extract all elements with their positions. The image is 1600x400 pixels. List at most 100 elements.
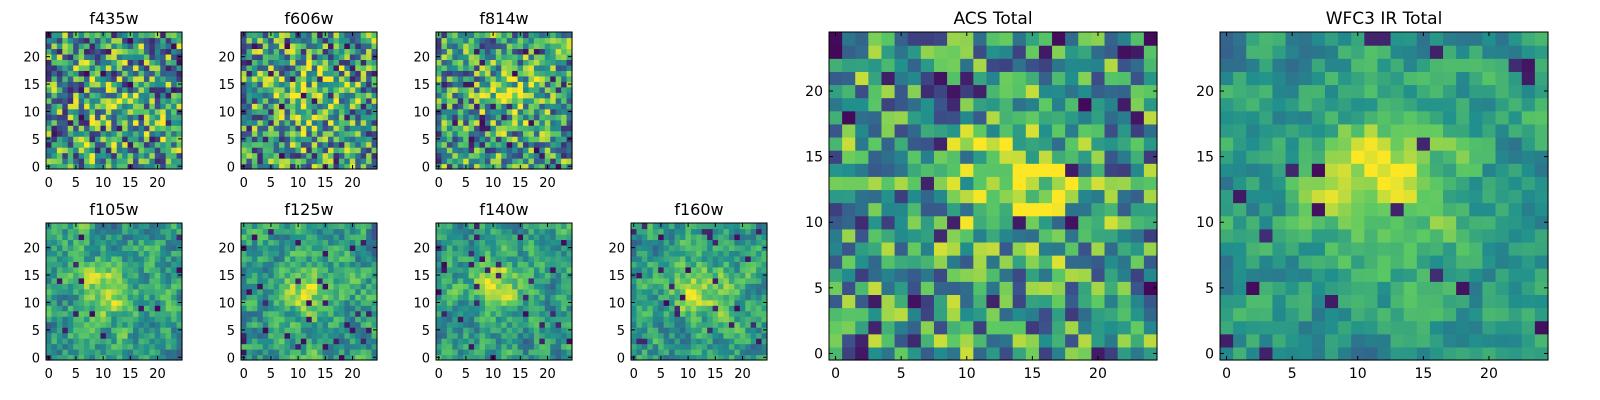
heatmap-cell — [696, 261, 703, 268]
heatmap-cell — [311, 86, 318, 93]
x-tick-label: 10 — [680, 367, 697, 382]
heatmap-cell — [143, 32, 150, 39]
heatmap-cell — [176, 75, 183, 82]
heatmap-cell — [446, 136, 453, 143]
heatmap-cell — [528, 272, 535, 279]
heatmap-cell — [463, 283, 470, 290]
heatmap-cell — [133, 108, 140, 115]
heatmap-cell — [894, 150, 909, 164]
heatmap-cell — [100, 86, 107, 93]
heatmap-cell — [907, 202, 922, 217]
heatmap-cell — [111, 64, 118, 71]
heatmap-cell — [328, 70, 335, 77]
heatmap-cell — [73, 332, 80, 339]
heatmap-cell — [452, 147, 459, 154]
heatmap-cell — [457, 316, 464, 323]
heatmap-cell — [122, 305, 129, 312]
heatmap-cell — [756, 283, 763, 290]
heatmap-cell — [176, 316, 183, 323]
heatmap-cell — [111, 316, 118, 323]
heatmap-cell — [907, 215, 922, 230]
heatmap-cell — [51, 228, 58, 235]
heatmap-cell — [344, 327, 351, 334]
heatmap-cell — [512, 349, 519, 356]
heatmap-cell — [855, 202, 869, 217]
heatmap-cell — [533, 354, 540, 361]
heatmap-cell — [1104, 307, 1119, 322]
heatmap-cell — [56, 283, 63, 290]
heatmap-cell — [344, 305, 351, 312]
heatmap-cell — [300, 338, 307, 345]
heatmap-cell — [46, 97, 53, 104]
heatmap-cell — [446, 327, 453, 334]
heatmap-cell — [149, 244, 156, 251]
heatmap-cell — [728, 288, 735, 295]
heatmap-cell — [441, 75, 448, 82]
heatmap-cell — [289, 108, 296, 115]
heatmap-cell — [78, 92, 85, 99]
heatmap-cell — [133, 310, 140, 317]
heatmap-cell — [241, 288, 248, 295]
heatmap-cell — [289, 130, 296, 137]
heatmap-cell — [94, 239, 101, 246]
heatmap-cell — [555, 239, 562, 246]
heatmap-cell — [761, 255, 768, 262]
heatmap-cell — [338, 316, 345, 323]
heatmap-cell — [251, 48, 258, 55]
heatmap-cell — [636, 338, 643, 345]
heatmap-cell — [46, 283, 53, 290]
heatmap-cell — [566, 147, 573, 154]
heatmap-cell — [262, 321, 269, 328]
heatmap-cell — [268, 261, 275, 268]
heatmap-cell — [67, 97, 74, 104]
heatmap-cell — [561, 114, 568, 121]
heatmap-cell — [105, 130, 112, 137]
axes-frame — [435, 31, 573, 170]
heatmap-cell — [46, 130, 53, 137]
heatmap-cell — [62, 349, 69, 356]
heatmap-cell — [56, 48, 63, 55]
heatmap-cell — [251, 152, 258, 159]
heatmap-cell — [160, 239, 167, 246]
heatmap-cell — [479, 119, 486, 126]
heatmap-cell — [94, 125, 101, 132]
heatmap-cell — [669, 343, 676, 350]
heatmap-cell — [881, 189, 896, 204]
heatmap-cell — [371, 130, 378, 137]
heatmap-cell — [78, 316, 85, 323]
heatmap-cell — [322, 305, 329, 312]
heatmap-cell — [333, 244, 340, 251]
heatmap-cell — [160, 349, 167, 356]
heatmap-cell — [279, 338, 286, 345]
heatmap-cell — [495, 119, 502, 126]
heatmap-cell — [652, 343, 659, 350]
heatmap-cell — [51, 59, 58, 66]
heatmap-cell — [457, 266, 464, 273]
heatmap-cell — [647, 250, 654, 257]
heatmap-cell — [268, 321, 275, 328]
heatmap-cell — [723, 338, 730, 345]
heatmap-cell — [322, 343, 329, 350]
heatmap-cell — [685, 327, 692, 334]
heatmap-cell — [138, 136, 145, 143]
heatmap-cell — [84, 223, 91, 230]
heatmap-cell — [484, 147, 491, 154]
heatmap-cell — [46, 59, 53, 66]
heatmap-cell — [78, 48, 85, 55]
heatmap-cell — [1052, 189, 1066, 204]
heatmap-cell — [663, 354, 670, 361]
heatmap-cell — [116, 277, 123, 284]
heatmap-cell — [51, 158, 58, 165]
heatmap-cell — [289, 294, 296, 301]
heatmap-cell — [251, 141, 258, 148]
heatmap-cell — [251, 81, 258, 88]
heatmap-cell — [360, 338, 367, 345]
heatmap-cell — [317, 223, 324, 230]
heatmap-cell — [707, 321, 714, 328]
heatmap-cell — [154, 228, 161, 235]
heatmap-cell — [127, 316, 134, 323]
heatmap-cell — [165, 354, 172, 361]
heatmap-cell — [371, 103, 378, 110]
heatmap-cell — [333, 53, 340, 60]
